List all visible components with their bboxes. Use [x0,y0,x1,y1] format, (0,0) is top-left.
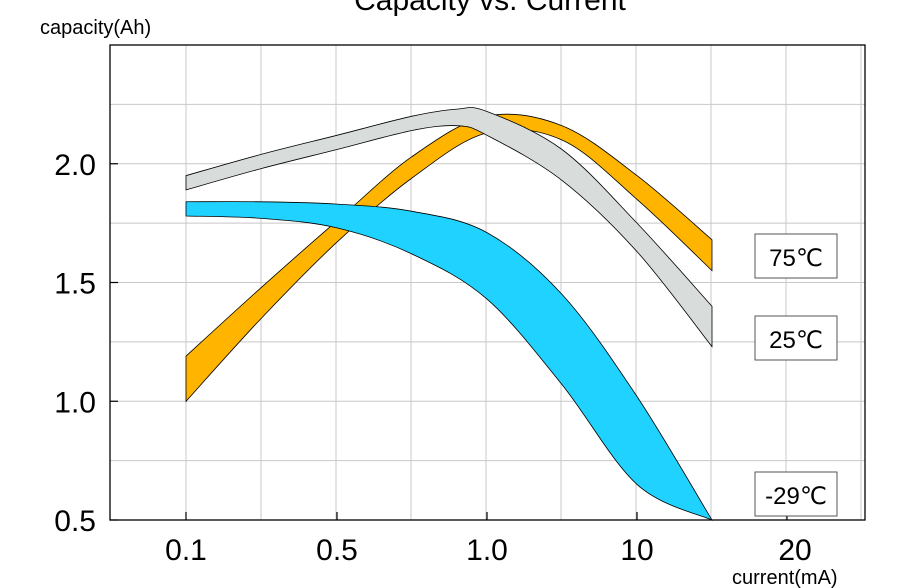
x-tick-label: 0.1 [165,534,207,567]
x-tick-label: 1.0 [466,534,508,567]
x-tick-label: 20 [778,534,811,567]
legend-box-1 [754,315,838,361]
x-tick-label: 0.5 [316,534,358,567]
legend: 75℃ 25℃ -29℃ [754,233,838,517]
legend-label: 25℃ [769,327,823,354]
y-tick-label: 2.0 [54,149,96,182]
chart-title: Capacity vs. Current [354,0,626,17]
y-tick-label: 1.0 [54,386,96,419]
legend-label: -29℃ [765,483,827,510]
legend-label: 75℃ [769,245,823,272]
series-band-1 [185,107,713,348]
x-tick-labels: 0.1 0.5 1.0 10 20 [165,512,812,567]
legend-box-2 [754,471,838,517]
x-tick-label: 10 [620,534,653,567]
y-tick-labels: 0.5 1.0 1.5 2.0 [54,149,118,538]
y-tick-label: 1.5 [54,268,96,301]
series-band-2 [185,201,714,521]
legend-box-0 [754,233,838,279]
y-tick-label: 0.5 [54,505,96,538]
y-axis-label: capacity(Ah) [40,17,151,39]
series-bands [185,107,714,521]
x-axis-label: current(mA) [732,567,838,588]
